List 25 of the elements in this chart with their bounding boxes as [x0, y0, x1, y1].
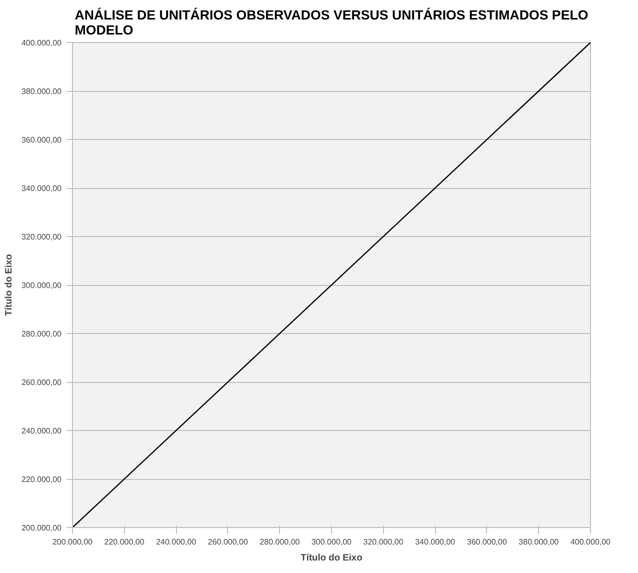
y-tick-label: 300.000,00	[21, 281, 62, 290]
y-tick-label: 240.000,00	[21, 426, 62, 436]
y-axis-title: Título do Eixo	[3, 254, 14, 316]
chart-title: ANÁLISE DE UNITÁRIOS OBSERVADOS VERSUS UNITÁRIOS ESTIMADOS PELO MODELO	[74, 8, 588, 38]
y-tick-label: 260.000,00	[21, 378, 62, 387]
x-axis-title: Título do Eixo	[300, 552, 363, 562]
x-tick-label: 320.000,00	[363, 538, 404, 546]
x-tick-label: 260.000,00	[208, 538, 248, 546]
x-tick-label: 200.000,00	[52, 538, 94, 546]
y-tick-label: 220.000,00	[21, 475, 62, 484]
y-tick-label: 200.000,00	[21, 524, 62, 532]
y-tick-label: 280.000,00	[21, 330, 62, 338]
y-tick-label: 340.000,00	[21, 184, 62, 193]
x-tick-label: 340.000,00	[415, 538, 456, 546]
y-tick-label: 400.000,00	[21, 38, 62, 48]
y-tick-label: 360.000,00	[21, 136, 62, 144]
x-tick-label: 360.000,00	[466, 538, 508, 546]
y-tick-label: 320.000,00	[21, 232, 62, 242]
x-tick-label: 240.000,00	[156, 538, 197, 546]
x-tick-label: 300.000,00	[311, 538, 352, 546]
x-tick-label: 280.000,00	[260, 538, 300, 546]
y-tick-label: 380.000,00	[21, 87, 62, 96]
x-tick-label: 380.000,00	[518, 538, 560, 546]
x-tick-label: 220.000,00	[104, 538, 145, 546]
x-tick-label: 400.000,00	[570, 538, 612, 546]
